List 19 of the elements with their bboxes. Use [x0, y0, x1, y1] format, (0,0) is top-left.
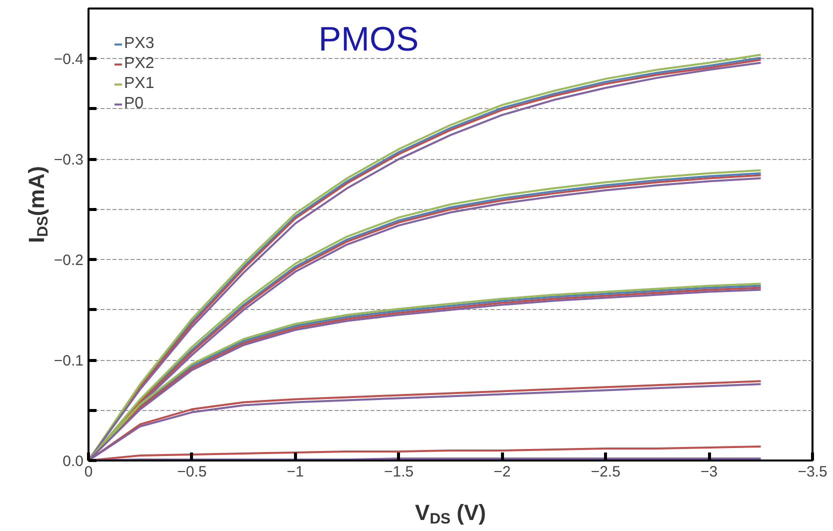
x-tick-label: 0 [84, 464, 93, 480]
x-tick-label: −3 [700, 464, 718, 480]
x-tick-label: −2 [494, 464, 511, 480]
y-tick-label: −0.3 [54, 152, 84, 169]
x-tick-label: −0.5 [177, 464, 207, 480]
y-axis-title: IDS(mA) [24, 166, 52, 243]
chart-title: PMOS [318, 20, 419, 58]
legend-label: PX2 [124, 55, 154, 73]
x-tick-label: −1.5 [384, 464, 414, 480]
y-tick-label: −0.2 [54, 252, 84, 270]
x-tick-label: −2.5 [590, 464, 620, 480]
y-tick-label: −0.4 [54, 51, 84, 68]
x-tick-label: −3.5 [798, 464, 828, 480]
legend-label: PX3 [124, 35, 154, 53]
legend-label: PX1 [124, 75, 154, 93]
x-tick-label: −1 [286, 464, 304, 480]
legend-label: P0 [124, 95, 144, 113]
y-tick-label: 0.0 [62, 453, 84, 470]
y-tick-label: −0.1 [54, 352, 84, 370]
